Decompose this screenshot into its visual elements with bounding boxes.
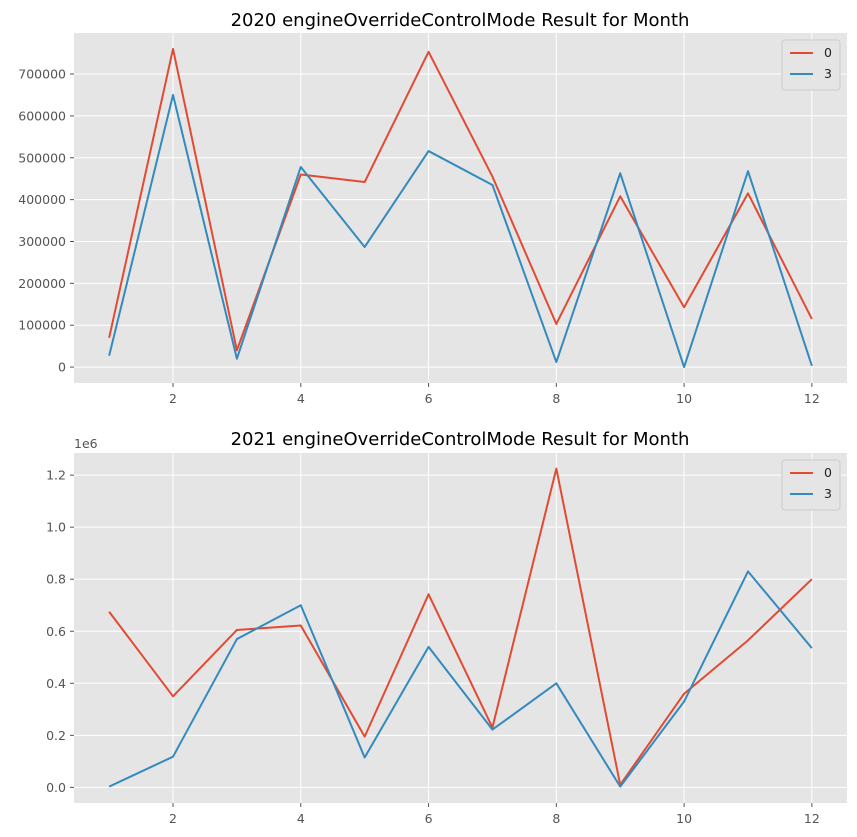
y-tick-label: 1.0 [46,520,66,535]
x-tick-label: 2 [169,391,177,406]
y-tick-label: 0.2 [46,728,66,743]
x-tick-label: 6 [425,391,433,406]
grid [74,453,847,803]
y-tick-label: 600000 [18,108,66,123]
x-tick-label: 2 [169,811,177,826]
y-tick-label: 0.6 [46,624,66,639]
x-tick-label: 4 [297,391,305,406]
y-tick-label: 100000 [18,318,66,333]
y-tick-label: 0.0 [46,780,66,795]
y-tick-label: 1.2 [46,468,66,483]
x-tick-label: 8 [552,811,560,826]
ticks: 2 4 6 8 10 12 0.0 0.2 0.4 0.6 0.8 1.0 1.2 [46,468,820,826]
y-tick-label: 0 [58,360,66,375]
x-tick-label: 12 [804,811,820,826]
ticks: 2 4 6 8 10 12 0 100000 200000 300000 400000 500000 6… [18,67,820,406]
chart-2021: 2021 engineOverrideControlMode Result fo… [46,429,847,826]
chart-title: 2020 engineOverrideControlMode Result fo… [231,10,690,31]
series [108,47,813,369]
legend-label-0: 0 [824,465,832,480]
legend-label-3: 3 [824,486,832,501]
x-tick-label: 10 [676,391,692,406]
y-tick-label: 200000 [18,276,66,291]
legend-label-0: 0 [824,45,832,60]
x-tick-label: 10 [676,811,692,826]
y-tick-label: 0.8 [46,572,66,587]
y-tick-label: 0.4 [46,676,66,691]
x-tick-label: 4 [297,811,305,826]
chart-2020: 2020 engineOverrideControlMode Result fo… [18,10,847,406]
series-line-3 [108,93,813,369]
chart-title: 2021 engineOverrideControlMode Result fo… [231,429,690,450]
y-tick-label: 700000 [18,67,66,82]
y-tick-label: 300000 [18,234,66,249]
y-tick-label: 400000 [18,192,66,207]
x-tick-label: 8 [552,391,560,406]
series [108,467,813,788]
plot-area [74,33,847,383]
legend: 0 3 [781,39,841,91]
series-line-0 [108,467,813,786]
plot-area [74,453,847,803]
y-tick-label: 500000 [18,150,66,165]
legend-label-3: 3 [824,66,832,81]
legend: 0 3 [781,459,841,511]
series-line-0 [108,47,813,352]
y-offset-label: 1e6 [74,436,98,451]
series-line-3 [108,570,813,788]
x-tick-label: 12 [804,391,820,406]
x-tick-label: 6 [425,811,433,826]
